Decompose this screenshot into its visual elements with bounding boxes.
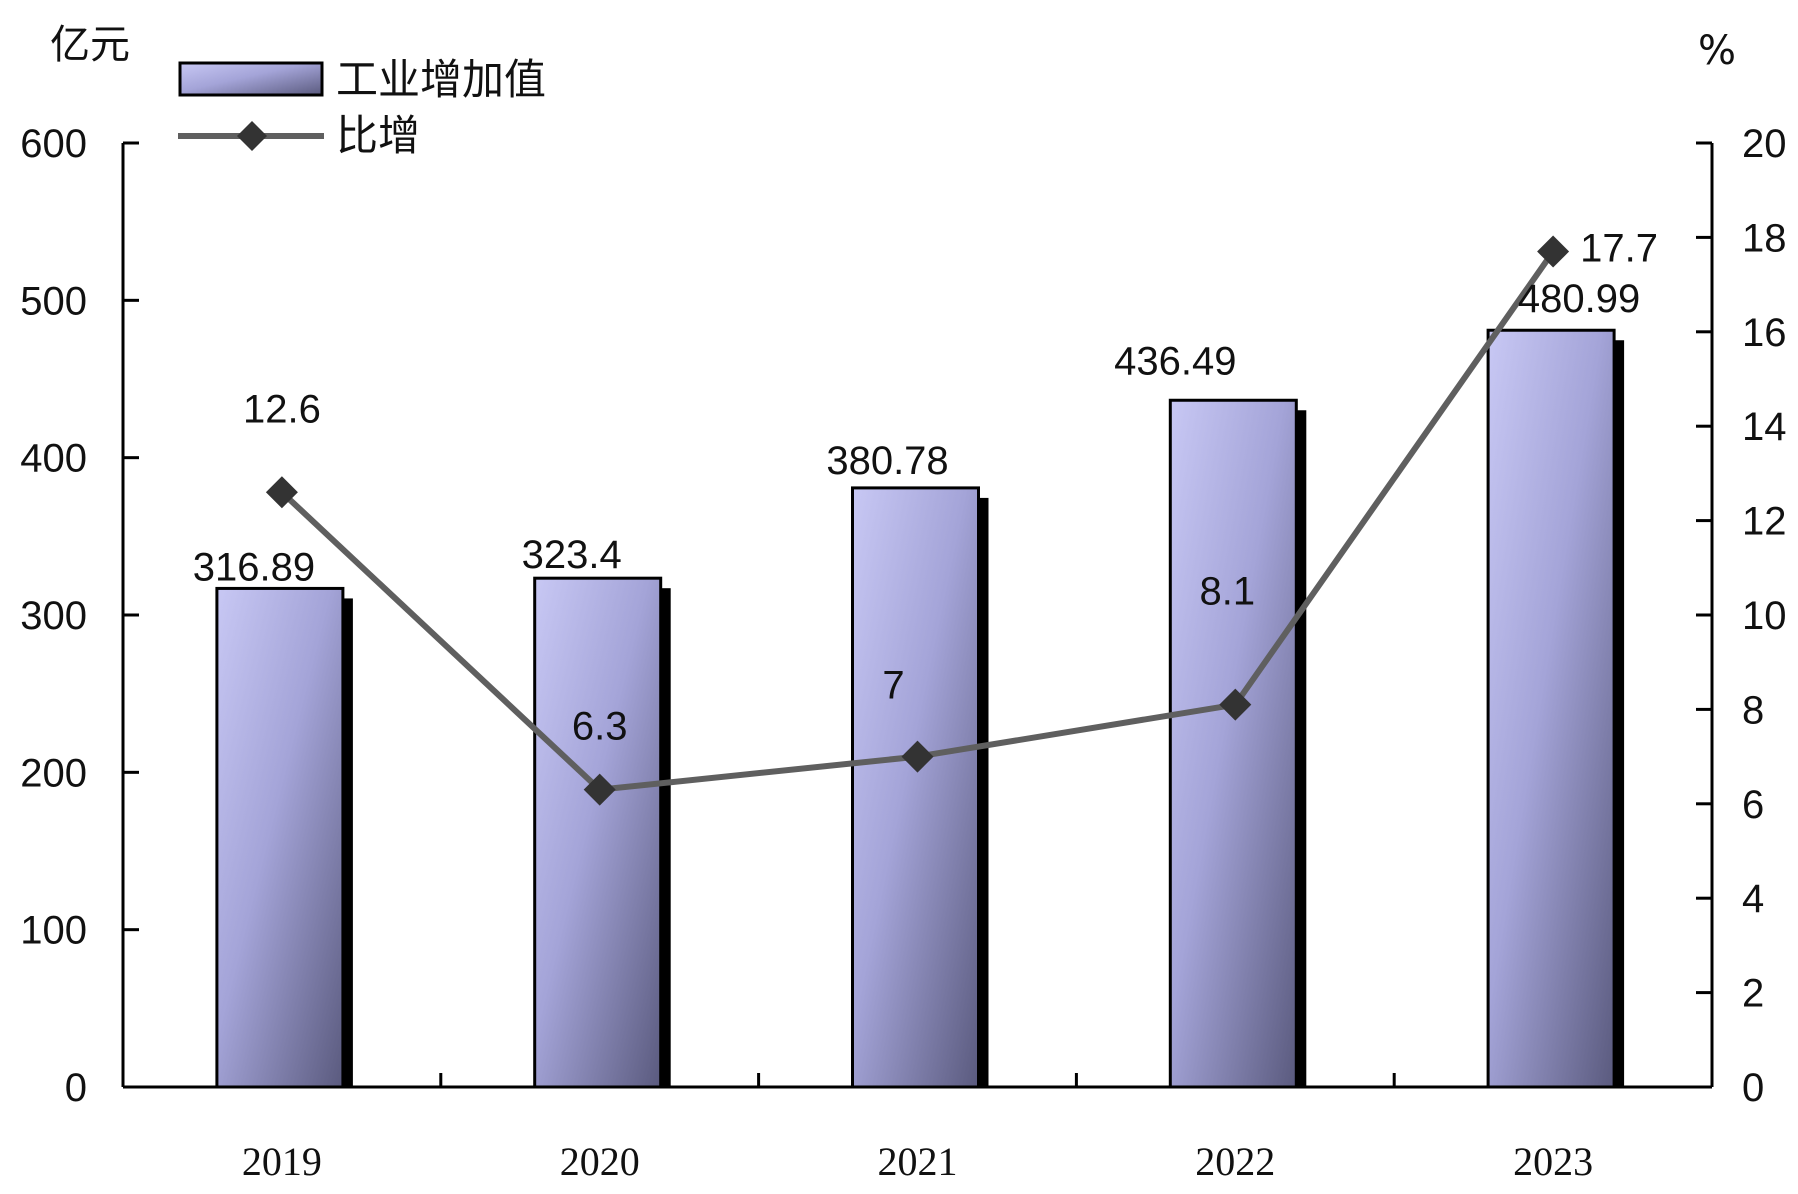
left-axis-tick-label: 500 xyxy=(20,279,87,323)
legend-line-marker xyxy=(237,121,267,151)
growth-marker xyxy=(583,773,616,806)
bar-data-label: 436.49 xyxy=(1114,339,1236,383)
line-data-label: 8.1 xyxy=(1199,570,1255,614)
bar xyxy=(851,486,980,1089)
bar xyxy=(1486,328,1616,1089)
data-labels: 316.89 323.4 380.78 436.49 480.99 12.6 6.3 7 8.1… xyxy=(193,227,1658,749)
left-axis-tick-label: 600 xyxy=(20,122,87,166)
right-axis-tick-label: 12 xyxy=(1742,500,1787,544)
legend: 工业增加值 比增 xyxy=(178,55,546,160)
growth-marker xyxy=(1537,235,1570,268)
x-axis-tick-label: 2023 xyxy=(1513,1139,1593,1184)
left-axis-tick-label: 200 xyxy=(20,751,87,795)
right-axis-tick-label: 8 xyxy=(1742,688,1764,732)
line-data-label: 12.6 xyxy=(243,387,321,431)
right-axis-tick-label: 16 xyxy=(1742,311,1787,355)
x-axis-tick-label: 2021 xyxy=(878,1139,958,1184)
growth-marker xyxy=(265,476,298,509)
right-axis-tick-label: 0 xyxy=(1742,1066,1764,1110)
growth-marker xyxy=(1219,688,1252,721)
bar xyxy=(1168,398,1298,1089)
right-axis-tick-label: 20 xyxy=(1742,122,1787,166)
left-axis-tick-label: 400 xyxy=(20,437,87,481)
growth-marker xyxy=(901,740,934,773)
left-axis-tick-label: 300 xyxy=(20,594,87,638)
left-axis-unit: 亿元 xyxy=(50,22,130,68)
bar-data-label: 316.89 xyxy=(193,545,315,589)
line-series xyxy=(265,235,1570,806)
legend-line-label: 比增 xyxy=(336,111,420,160)
right-axis-tick-label: 10 xyxy=(1742,594,1787,638)
x-axis-tick-label: 2022 xyxy=(1195,1139,1275,1184)
axes: 0 100 200 300 400 500 600 0 2 4 6 8 10 12 14 16 18 20 2019… xyxy=(20,122,1786,1184)
legend-bar-label: 工业增加值 xyxy=(336,55,546,104)
right-axis-tick-label: 4 xyxy=(1742,877,1764,921)
right-axis-unit: % xyxy=(1698,28,1736,74)
bar-data-label: 380.78 xyxy=(826,439,948,483)
bar-data-label: 323.4 xyxy=(522,533,622,577)
line-data-label: 17.7 xyxy=(1580,227,1658,271)
x-axis-tick-label: 2019 xyxy=(242,1139,322,1184)
right-axis-tick-label: 6 xyxy=(1742,783,1764,827)
bar-series xyxy=(215,328,1625,1089)
right-axis-tick-label: 2 xyxy=(1742,972,1764,1016)
legend-bar-swatch xyxy=(178,61,324,97)
line-data-label: 6.3 xyxy=(572,705,628,749)
left-axis-tick-label: 0 xyxy=(65,1066,87,1110)
right-axis-tick-label: 18 xyxy=(1742,216,1787,260)
line-data-label: 7 xyxy=(882,664,904,708)
bar-data-label: 480.99 xyxy=(1518,277,1640,321)
left-axis-tick-label: 100 xyxy=(20,909,87,953)
x-axis-tick-label: 2020 xyxy=(560,1139,640,1184)
bar xyxy=(533,576,663,1089)
right-axis-tick-label: 14 xyxy=(1742,405,1787,449)
bar xyxy=(215,586,345,1089)
